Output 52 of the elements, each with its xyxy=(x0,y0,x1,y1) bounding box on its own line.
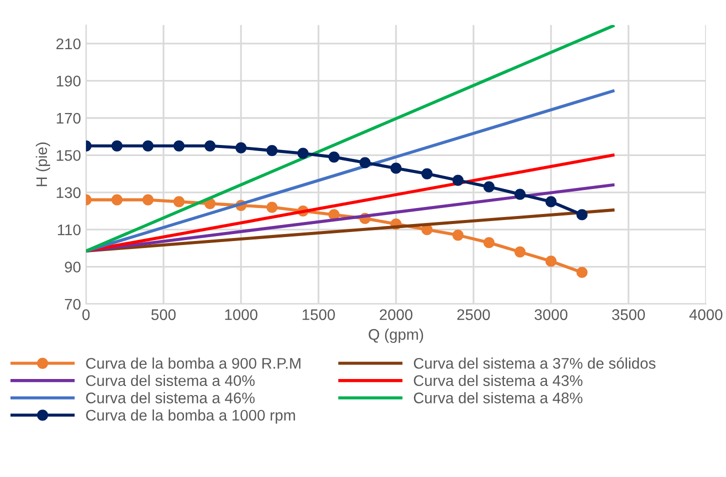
legend-label: Curva del sistema a 37% de sólidos xyxy=(414,357,656,369)
legend-label: Curva de la bomba a 1000 rpm xyxy=(86,409,295,424)
legend-label: Curva de la bomba a 900 R.P.M xyxy=(86,358,300,369)
y-tick-label: 210 xyxy=(56,38,81,50)
y-tick-label: 130 xyxy=(56,187,81,198)
point xyxy=(111,194,123,206)
point xyxy=(204,140,216,152)
legend-label: Curva del sistema a 48% xyxy=(414,392,582,404)
point xyxy=(328,152,340,163)
legend-label: Curva del sistema a 43% xyxy=(414,374,582,386)
legend-label: Curva del sistema a 40% xyxy=(86,374,255,386)
x-tick-label: 3000 xyxy=(534,309,568,320)
point xyxy=(173,140,185,152)
y-tick-label: 190 xyxy=(56,76,81,86)
y-tick-label: 90 xyxy=(64,262,81,272)
legend-label: Curva del sistema a 46% xyxy=(86,392,255,404)
point xyxy=(359,157,371,168)
x-tick-label: 500 xyxy=(151,309,176,320)
point xyxy=(576,266,588,278)
point xyxy=(514,246,526,258)
point xyxy=(173,196,185,208)
y-tick-label: 170 xyxy=(56,112,81,124)
y-tick-label: 150 xyxy=(56,150,81,161)
y-tick-label: 110 xyxy=(58,224,81,236)
point xyxy=(328,209,340,220)
x-tick-label: 1000 xyxy=(225,309,258,320)
y-axis-title: H (pie) xyxy=(36,142,50,186)
x-tick-label: 2000 xyxy=(380,309,412,320)
point xyxy=(545,196,557,208)
point xyxy=(266,202,278,213)
point xyxy=(483,237,495,248)
point xyxy=(452,230,464,241)
point xyxy=(266,144,278,156)
point xyxy=(297,148,309,159)
x-tick-label: 3500 xyxy=(612,309,645,320)
x-tick-label: 1500 xyxy=(302,309,335,320)
y-tick-label: 70 xyxy=(64,298,81,310)
point xyxy=(111,140,123,152)
point xyxy=(235,142,247,154)
point xyxy=(421,168,433,180)
x-tick-label: 2500 xyxy=(457,309,490,320)
point xyxy=(452,174,464,186)
point xyxy=(142,194,154,206)
point xyxy=(545,256,557,267)
x-tick-label: 4000 xyxy=(689,309,722,320)
point xyxy=(390,162,402,174)
point xyxy=(483,181,495,192)
point xyxy=(142,140,154,152)
point xyxy=(576,209,588,220)
x-axis-title: Q (gpm) xyxy=(368,328,424,343)
point xyxy=(514,188,526,200)
x-tick-label: 0 xyxy=(82,309,90,320)
